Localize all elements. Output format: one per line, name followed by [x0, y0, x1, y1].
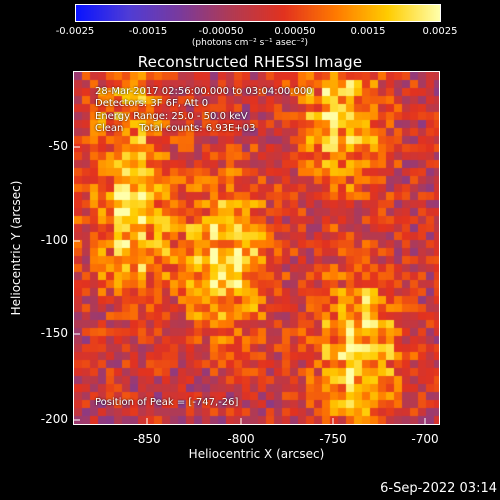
y-tick-label: -150: [40, 326, 68, 340]
colorbar-tick: -0.0025: [55, 26, 95, 37]
colorbar-units: (photons cm⁻² s⁻¹ asec⁻²): [191, 38, 309, 48]
annotation-detectors: Detectors: 3F 6F, Att 0: [95, 98, 209, 109]
timestamp-footer: 6-Sep-2022 03:14: [380, 481, 497, 496]
heatmap-image: [74, 72, 439, 424]
y-tick-label: -200: [40, 412, 68, 426]
y-axis-label: Heliocentric Y (arcsec): [9, 180, 23, 316]
heatmap-panel: [73, 71, 440, 425]
x-tick-label: -850: [133, 432, 161, 446]
x-tick-label: -700: [411, 432, 439, 446]
y-tick-label: -100: [40, 233, 68, 247]
x-axis-label: Heliocentric X (arcsec): [188, 447, 325, 461]
x-tick-label: -800: [227, 432, 255, 446]
x-tick-label: -750: [319, 432, 347, 446]
plot-title: Reconstructed RHESSI Image: [137, 53, 363, 71]
colorbar-tick: 0.00050: [274, 26, 316, 37]
colorbar-tick: -0.0015: [128, 26, 168, 37]
colorbar-tick: -0.00050: [198, 26, 244, 37]
annotation-clean: Clean Total counts: 6.93E+03: [95, 123, 256, 134]
annotation-date: 28-Mar-2017 02:56:00.000 to 03:04:00.000: [95, 86, 313, 97]
colorbar: [75, 4, 441, 22]
colorbar-tick: 0.0025: [422, 26, 458, 37]
annotation-peak: Position of Peak = [-747,-26]: [95, 397, 239, 408]
annotation-energy: Energy Range: 25.0 - 50.0 keV: [95, 111, 248, 122]
y-tick-label: -50: [48, 139, 68, 153]
colorbar-tick: 0.0015: [350, 26, 386, 37]
